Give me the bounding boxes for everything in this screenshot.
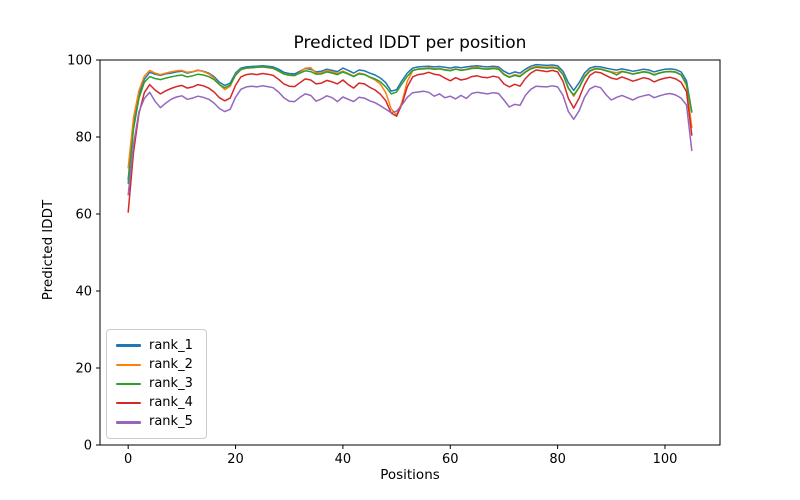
legend-label: rank_1 bbox=[149, 337, 193, 353]
y-tick-label: 100 bbox=[67, 54, 92, 69]
y-tick-label: 40 bbox=[75, 285, 92, 300]
legend-label: rank_5 bbox=[149, 414, 193, 430]
legend-item-rank_4: rank_4 bbox=[116, 394, 200, 413]
x-tick-label: 0 bbox=[124, 452, 132, 467]
legend-item-rank_1: rank_1 bbox=[116, 336, 200, 355]
series-line-rank_3 bbox=[127, 66, 693, 184]
legend-item-rank_5: rank_5 bbox=[116, 413, 200, 432]
series-line-rank_5 bbox=[127, 85, 693, 196]
legend-line-sample bbox=[116, 382, 141, 386]
legend-item-rank_2: rank_2 bbox=[116, 355, 200, 374]
legend-item-rank_3: rank_3 bbox=[116, 374, 200, 393]
legend-line-sample bbox=[116, 421, 141, 424]
legend-label: rank_2 bbox=[149, 356, 193, 372]
y-tick-label: 20 bbox=[75, 362, 92, 377]
legend-line-sample bbox=[116, 344, 141, 347]
legend-line-sample bbox=[116, 401, 141, 405]
x-tick-label: 20 bbox=[227, 452, 244, 467]
legend-label: rank_3 bbox=[149, 375, 193, 391]
x-axis-label: Positions bbox=[380, 467, 440, 483]
y-tick-label: 0 bbox=[84, 439, 92, 454]
x-tick-label: 40 bbox=[335, 452, 352, 467]
series-line-rank_4 bbox=[127, 69, 693, 213]
x-tick-label: 100 bbox=[653, 452, 678, 467]
y-tick-label: 80 bbox=[75, 131, 92, 146]
axes-frame bbox=[99, 59, 721, 446]
chart-title: Predicted lDDT per position bbox=[293, 33, 527, 53]
y-tick-label: 60 bbox=[75, 208, 92, 223]
legend-label: rank_4 bbox=[149, 395, 193, 411]
y-axis-label: Predicted lDDT bbox=[40, 199, 56, 301]
legend: rank_1 rank_2 rank_3 rank_4 rank_5 bbox=[106, 329, 207, 439]
x-tick-label: 60 bbox=[442, 452, 459, 467]
legend-line-sample bbox=[116, 363, 141, 367]
series-line-rank_1 bbox=[127, 63, 693, 181]
x-tick-label: 80 bbox=[549, 452, 566, 467]
